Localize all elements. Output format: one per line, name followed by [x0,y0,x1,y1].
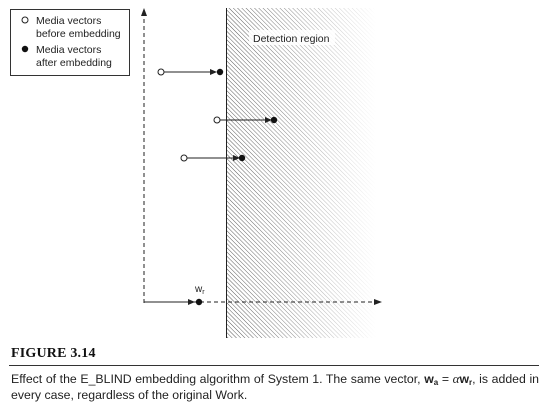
legend-before-marker [21,16,29,24]
detection-region-label: Detection region [253,33,330,45]
legend-after-line2: after embedding [36,57,112,69]
embedding-vector-3 [180,154,246,162]
media-vector-after-1 [216,68,224,76]
x-axis-arrowhead [374,299,382,305]
detection-region: Detection region [226,8,376,338]
media-vector-before-2 [213,116,221,124]
media-vector-after-3 [238,154,246,162]
legend-before-line2: before embedding [36,28,121,40]
y-axis-arrowhead [141,8,147,16]
figure-diagram: Detection region wr Med [10,8,382,338]
reference-vector: wr [144,284,205,306]
reference-vector-point [195,298,203,306]
legend-after-marker [21,45,29,53]
caption-divider [9,365,539,366]
legend: Media vectors before embedding Media vec… [10,9,130,76]
embedding-vector-2 [213,116,278,124]
media-vector-after-2 [270,116,278,124]
legend-before-line1: Media vectors [36,15,101,27]
legend-after-line1: Media vectors [36,44,101,56]
reference-vector-label: wr [194,284,205,296]
embedding-vector-1 [157,68,224,76]
media-vector-before-3 [180,154,188,162]
figure-caption: Effect of the E_BLIND embedding algorith… [11,371,540,402]
figure-label: FIGURE 3.14 [11,346,96,361]
media-vector-before-1 [157,68,165,76]
